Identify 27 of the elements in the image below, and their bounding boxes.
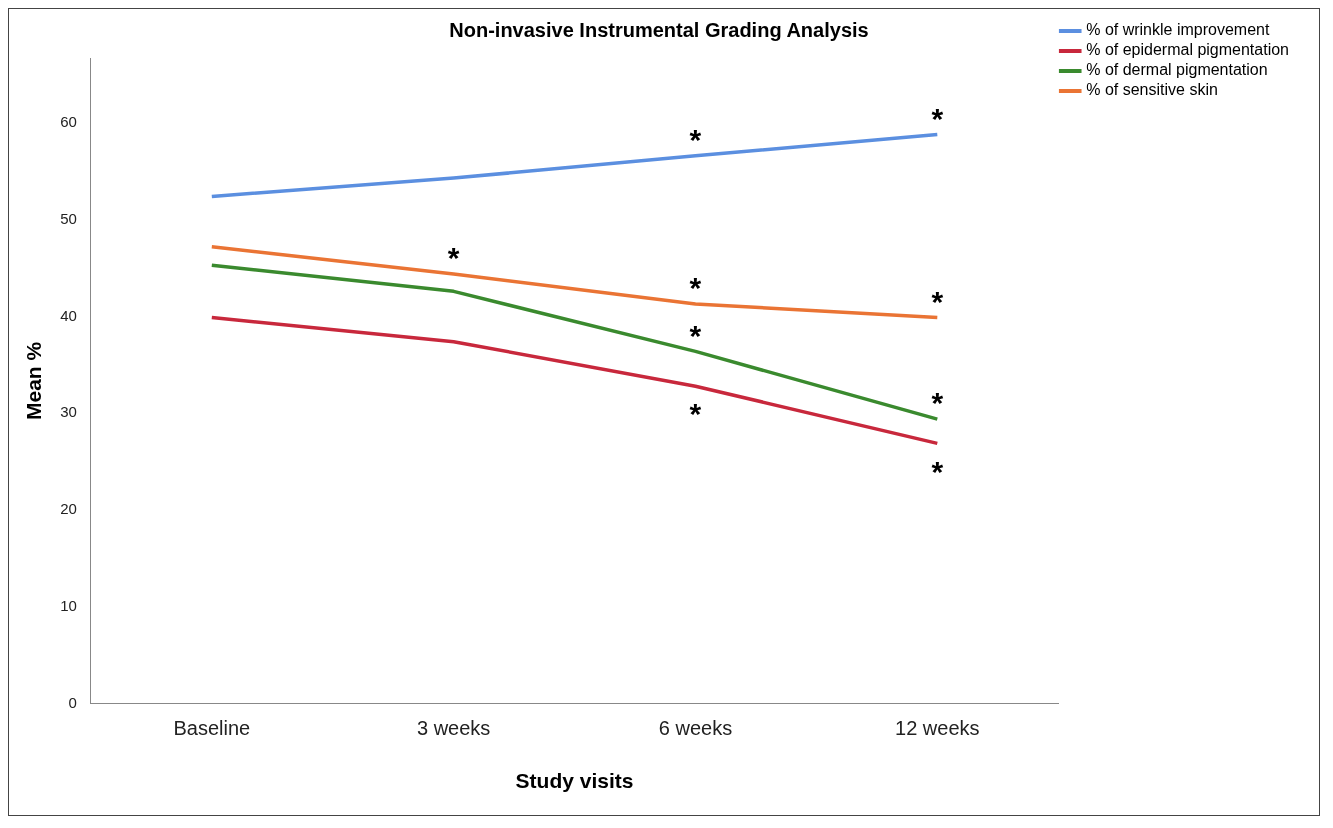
y-tick-label: 30 [60, 403, 77, 421]
annotation: * [689, 123, 702, 157]
legend-label: % of dermal pigmentation [1086, 61, 1268, 79]
x-tick-label: 3 weeks [416, 717, 491, 740]
annotation: * [689, 318, 702, 352]
y-tick-label: 10 [60, 597, 77, 615]
annotation: * [931, 386, 944, 420]
y-tick-label: 20 [60, 500, 77, 518]
legend-label: % of epidermal pigmentation [1086, 41, 1289, 59]
x-tick-label: 6 weeks [658, 717, 733, 740]
y-tick-label: 50 [60, 209, 77, 227]
annotation: * [931, 454, 944, 488]
x-axis-title: Study visits [515, 769, 634, 793]
annotation: * [689, 397, 702, 431]
legend-label: % of wrinkle improvement [1086, 21, 1270, 39]
legend-label: % of sensitive skin [1086, 81, 1218, 99]
y-tick-label: 0 [68, 693, 77, 711]
chart-title: Non-invasive Instrumental Grading Analysis [449, 18, 869, 41]
annotation: * [931, 284, 944, 318]
y-axis-title: Mean % [22, 341, 46, 420]
x-tick-label: 12 weeks [895, 717, 980, 740]
annotation: * [447, 241, 460, 275]
annotation: * [689, 271, 702, 305]
annotation: * [931, 101, 944, 135]
x-tick-label: Baseline [173, 717, 251, 740]
y-tick-label: 40 [60, 306, 77, 324]
y-tick-label: 60 [60, 113, 77, 131]
